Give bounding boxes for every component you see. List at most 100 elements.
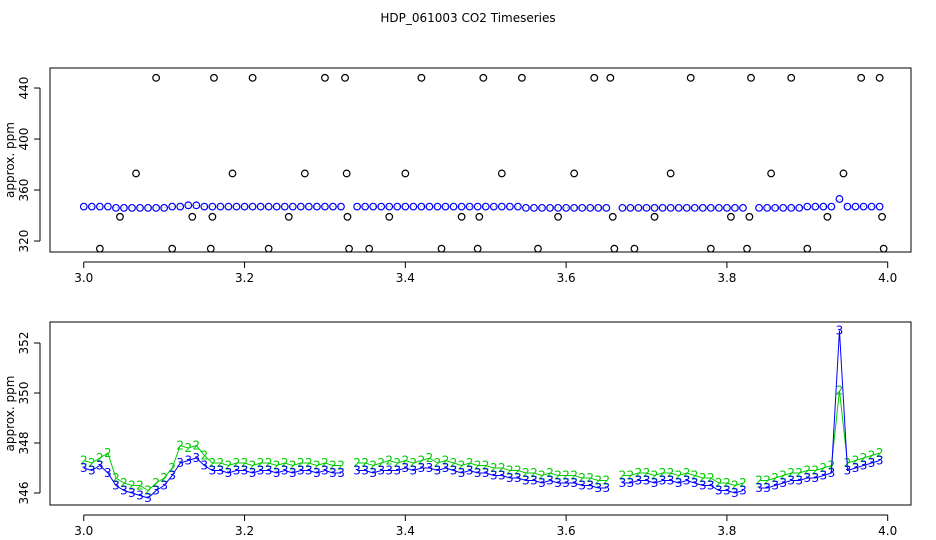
data-point: 2 — [627, 469, 635, 483]
data-point: 2 — [498, 461, 506, 475]
data-point: 3 — [225, 466, 233, 480]
data-point: 3 — [192, 451, 200, 465]
data-point: 3 — [803, 471, 811, 485]
data-point — [731, 203, 739, 212]
data-point: 2 — [257, 456, 265, 470]
data-point: 2 — [699, 471, 707, 485]
data-point — [341, 73, 349, 82]
y-axis-label: approx. ppm — [3, 122, 17, 198]
data-point: 3 — [442, 461, 450, 475]
data-point: 3 — [313, 466, 321, 480]
data-point — [823, 212, 832, 221]
data-point — [859, 202, 868, 211]
data-point — [479, 73, 488, 82]
data-point — [481, 202, 490, 211]
data-point — [534, 244, 542, 253]
data-point — [475, 212, 484, 221]
data-point: 2 — [731, 479, 739, 493]
data-point — [522, 203, 530, 212]
data-point — [538, 203, 546, 212]
data-point: 2 — [691, 469, 699, 483]
data-point: 2 — [80, 454, 88, 468]
data-point: 3 — [562, 476, 570, 490]
data-point — [586, 203, 595, 212]
data-point: 3 — [836, 324, 844, 338]
data-point: 2 — [723, 476, 731, 490]
data-point — [727, 212, 735, 221]
data-point: 2 — [530, 466, 538, 480]
data-point: 3 — [530, 474, 538, 488]
data-point — [767, 169, 776, 178]
data-point: 3 — [426, 461, 434, 475]
data-point: 2 — [506, 464, 514, 478]
data-point — [686, 73, 695, 82]
data-point — [144, 203, 152, 212]
x-tick-label: 3.2 — [235, 271, 254, 285]
data-point: 3 — [168, 469, 176, 483]
data-point: 3 — [659, 474, 667, 488]
data-point: 2 — [184, 441, 192, 455]
data-point — [878, 212, 886, 221]
data-point — [264, 202, 273, 211]
data-point: 3 — [120, 484, 128, 498]
data-point: 2 — [659, 466, 667, 480]
data-point — [337, 202, 345, 211]
data-point — [232, 202, 241, 211]
plot-frame — [49, 321, 912, 506]
y-tick-label: 352 — [17, 332, 31, 355]
data-point: 3 — [755, 481, 763, 495]
data-point: 3 — [498, 469, 506, 483]
data-point: 3 — [586, 479, 594, 493]
data-point: 3 — [273, 466, 281, 480]
data-point: 2 — [418, 454, 426, 468]
data-point — [755, 203, 763, 212]
data-point: 2 — [361, 456, 369, 470]
data-point: 3 — [844, 464, 852, 478]
data-point: 2 — [779, 469, 787, 483]
data-point — [176, 202, 185, 211]
data-point — [401, 202, 410, 211]
data-point: 3 — [353, 464, 361, 478]
data-point: 3 — [578, 479, 586, 493]
data-point — [554, 212, 562, 221]
data-point — [280, 202, 289, 211]
data-point: 3 — [514, 471, 522, 485]
data-point: 3 — [860, 459, 868, 473]
data-point: 2 — [836, 384, 844, 398]
data-point: 2 — [176, 439, 184, 453]
data-point: 3 — [241, 464, 249, 478]
data-point — [835, 195, 844, 203]
data-point — [690, 203, 699, 212]
data-point: 2 — [876, 446, 884, 460]
data-point: 3 — [434, 464, 442, 478]
data-point: 3 — [152, 484, 160, 498]
data-point: 2 — [803, 464, 811, 478]
data-point: 3 — [88, 464, 96, 478]
data-point: 3 — [361, 464, 369, 478]
data-point — [554, 203, 562, 212]
data-point: 3 — [522, 474, 530, 488]
x-tick-label: 3.6 — [557, 524, 576, 538]
data-point: 2 — [112, 471, 120, 485]
data-point: 2 — [651, 469, 659, 483]
data-point — [803, 244, 812, 253]
data-point: 2 — [482, 459, 490, 473]
data-point — [393, 202, 402, 211]
data-point — [342, 169, 351, 178]
data-point: 3 — [160, 479, 168, 493]
y-tick-label: 440 — [17, 77, 31, 100]
data-point — [103, 202, 112, 211]
data-point: 3 — [369, 466, 377, 480]
data-point — [417, 73, 426, 82]
data-point — [160, 203, 169, 212]
data-point — [188, 212, 197, 221]
data-point — [851, 202, 860, 211]
data-point: 3 — [812, 471, 820, 485]
data-point — [457, 202, 466, 211]
data-point: 2 — [602, 474, 610, 488]
data-point: 3 — [643, 474, 651, 488]
data-point: 3 — [627, 476, 635, 490]
data-point — [321, 202, 329, 211]
data-point — [210, 73, 218, 82]
data-point: 2 — [715, 476, 723, 490]
